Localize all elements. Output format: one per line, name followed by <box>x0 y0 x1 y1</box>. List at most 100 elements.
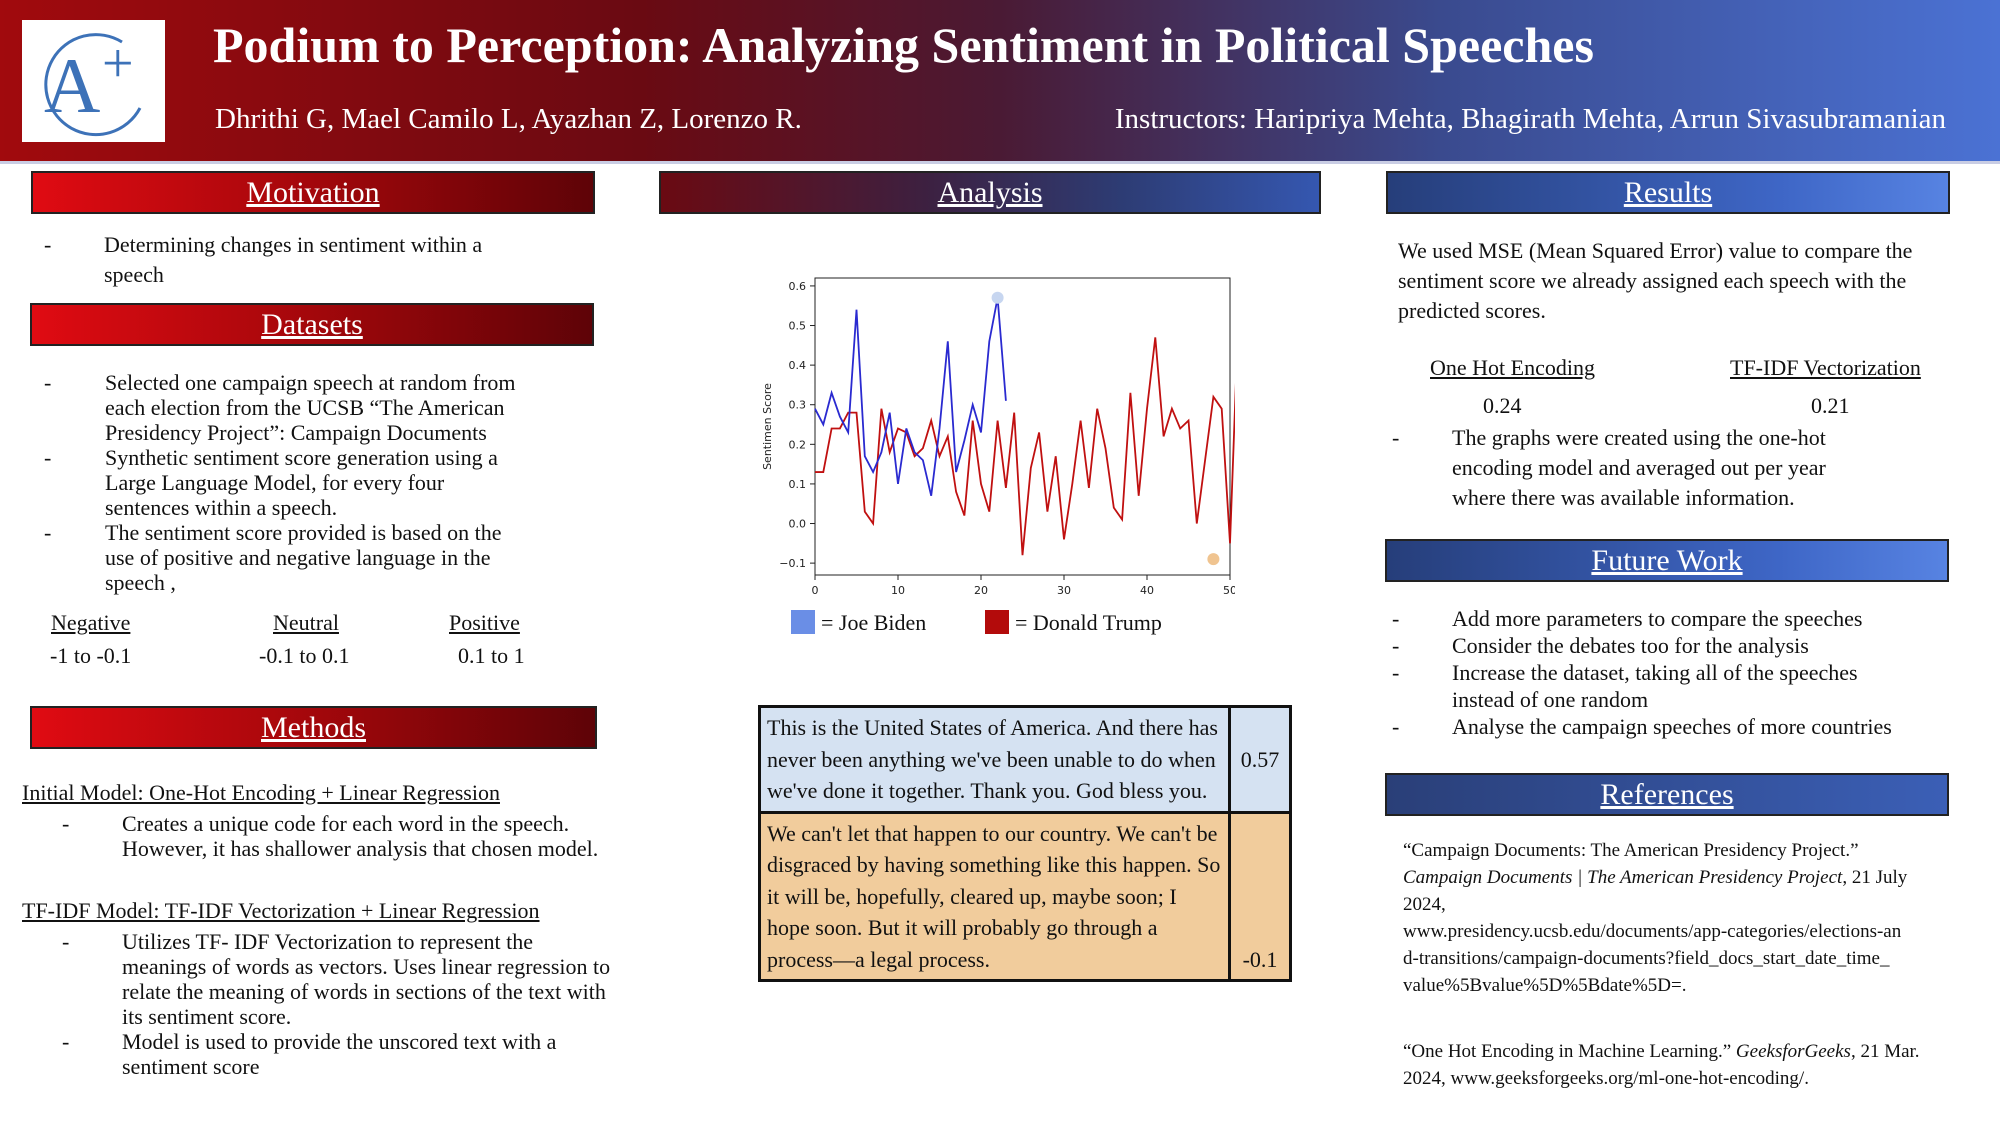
list-line: its sentiment score. <box>122 1004 292 1029</box>
list-line: speech , <box>105 570 176 595</box>
list-line: The sentiment score provided is based on… <box>105 520 502 545</box>
text-line: , 21 July <box>1842 867 1908 888</box>
list-item: - Analyse the campaign speeches of more c… <box>1392 713 1972 740</box>
table-row: We can't let that happen to our country.… <box>758 810 1292 982</box>
list-line: Synthetic sentiment score generation usi… <box>105 445 498 470</box>
future-work-heading: Future Work <box>1385 539 1949 582</box>
series-line-joe-biden <box>814 297 1007 497</box>
x-tick-label: 10 <box>891 584 905 597</box>
quote-text: This is the United States of America. An… <box>758 705 1231 814</box>
datasets-heading: Datasets <box>30 303 594 346</box>
list-line: instead of one random <box>1452 687 1649 712</box>
sentiment-line-chart: −0.1 0.0 0.1 0.2 0.3 0.4 0.5 0.6 0 10 20 30 40 50 Sent… <box>761 277 1235 597</box>
svg-text:A: A <box>44 42 100 129</box>
quote-score: -0.1 <box>1228 810 1292 982</box>
method2-list: - Utilizes TF- IDF Vectorization to repr… <box>62 929 682 1079</box>
scale-neutral-range: -0.1 to 0.1 <box>259 643 350 668</box>
list-line: Add more parameters to compare the speec… <box>1452 606 1863 631</box>
text-line: sentiment score we already assigned each… <box>1398 268 1907 293</box>
results-note: - The graphs were created using the one-… <box>1392 423 1972 513</box>
list-item: - Model is used to provide the unscored … <box>62 1029 682 1079</box>
scale-positive-range: 0.1 to 1 <box>458 643 525 668</box>
text-line: “One Hot Encoding in Machine Learning.” <box>1403 1041 1732 1062</box>
scale-negative-range: -1 to -0.1 <box>50 643 132 668</box>
text-line: 2024, <box>1403 894 1446 915</box>
list-line: Presidency Project”: Campaign Documents <box>105 420 487 445</box>
reference-2: “One Hot Encoding in Machine Learning.” … <box>1403 1038 1993 1092</box>
legend-label-trump: = Donald Trump <box>1015 610 1162 635</box>
table-row: This is the United States of America. An… <box>758 705 1292 814</box>
future-work-list: - Add more parameters to compare the spee… <box>1392 605 1972 740</box>
list-item: - Synthetic sentiment score generation u… <box>44 445 584 520</box>
list-line: Creates a unique code for each word in t… <box>122 811 570 836</box>
reference-1: “Campaign Documents: The American Presid… <box>1403 837 1983 999</box>
text-line: , 21 Mar. <box>1850 1041 1920 1062</box>
text-line: The graphs were created using the one-ho… <box>1452 425 1826 450</box>
list-line: Analyse the campaign speeches of more co… <box>1452 714 1892 739</box>
text-line: predicted scores. <box>1398 298 1546 323</box>
reference-url: www.presidency.ucsb.edu/documents/app-ca… <box>1403 921 1902 942</box>
instructors: Instructors: Haripriya Mehta, Bhagirath … <box>1114 103 1946 135</box>
text-line: “Campaign Documents: The American Presid… <box>1403 840 1859 861</box>
x-tick-label: 20 <box>974 584 988 597</box>
y-tick-label: 0.6 <box>789 280 807 293</box>
reference-url: value%5Bvalue%5D%5Bdate%5D=. <box>1403 975 1687 996</box>
y-tick-label: −0.1 <box>779 557 806 570</box>
list-item: - Utilizes TF- IDF Vectorization to repr… <box>62 929 682 1029</box>
list-line: Large Language Model, for every four <box>105 470 445 495</box>
plot-area <box>814 277 1231 576</box>
poster-header <box>0 0 2000 164</box>
list-item: - Selected one campaign speech at random… <box>44 370 584 445</box>
reference-url: d-transitions/campaign-documents?field_d… <box>1403 948 1890 969</box>
x-tick-label: 0 <box>812 584 819 597</box>
motivation-heading: Motivation <box>31 171 595 214</box>
y-tick-label: 0.5 <box>789 320 807 333</box>
list-line: Selected one campaign speech at random f… <box>105 370 516 395</box>
legend-swatch-trump <box>985 610 1009 634</box>
one-hot-value: 0.24 <box>1483 393 1522 418</box>
x-tick-label: 50 <box>1223 584 1235 597</box>
highlight-point <box>991 291 1004 304</box>
list-item: speech <box>104 262 164 287</box>
list-line: Model is used to provide the unscored te… <box>122 1029 557 1054</box>
results-intro: We used MSE (Mean Squared Error) value t… <box>1398 236 1978 326</box>
highlight-point <box>1207 553 1220 566</box>
results-heading: Results <box>1386 171 1950 214</box>
logo-icon: A + <box>44 33 142 137</box>
reference-source: GeeksforGeeks <box>1735 1041 1851 1062</box>
reference-source: Campaign Documents | The American Presid… <box>1403 867 1843 888</box>
authors: Dhrithi G, Mael Camilo L, Ayazhan Z, Lor… <box>215 103 802 135</box>
methods-heading: Methods <box>30 706 597 749</box>
scale-negative-label: Negative <box>51 610 131 635</box>
scale-neutral-label: Neutral <box>273 610 339 635</box>
tfidf-label: TF-IDF Vectorization <box>1730 355 1921 380</box>
quote-text: We can't let that happen to our country.… <box>758 810 1231 982</box>
x-tick-label: 40 <box>1140 584 1154 597</box>
x-tick-label: 30 <box>1057 584 1071 597</box>
list-item: - The sentiment score provided is based … <box>44 520 584 595</box>
poster-title: Podium to Perception: Analyzing Sentimen… <box>213 17 1594 73</box>
text-line: where there was available information. <box>1452 485 1795 510</box>
svg-text:+: + <box>102 33 134 95</box>
method2-title: TF-IDF Model: TF-IDF Vectorization + Lin… <box>22 898 540 923</box>
logo: A + <box>22 20 165 142</box>
legend-swatch-biden <box>791 610 815 634</box>
list-line: Increase the dataset, taking all of the … <box>1452 660 1858 685</box>
quote-table: This is the United States of America. An… <box>758 705 1292 982</box>
y-axis-label: Sentimen Score <box>761 383 774 470</box>
analysis-heading: Analysis <box>659 171 1321 214</box>
reference-url: 2024, www.geeksforgeeks.org/ml-one-hot-e… <box>1403 1068 1809 1089</box>
list-line: sentiment score <box>122 1054 260 1079</box>
datasets-list: - Selected one campaign speech at random… <box>44 370 584 595</box>
list-item: Determining changes in sentiment within … <box>104 232 483 257</box>
list-line: Consider the debates too for the analysi… <box>1452 633 1809 658</box>
method1-list: - Creates a unique code for each word in… <box>62 811 682 861</box>
list-line: sentences within a speech. <box>105 495 338 520</box>
y-tick-label: 0.0 <box>789 518 807 531</box>
references-heading: References <box>1385 773 1949 816</box>
list-line: each election from the UCSB “The America… <box>105 395 505 420</box>
text-line: encoding model and averaged out per year <box>1452 455 1826 480</box>
y-tick-label: 0.4 <box>789 359 807 372</box>
y-tick-label: 0.1 <box>789 478 807 491</box>
y-tick-label: 0.3 <box>789 399 807 412</box>
